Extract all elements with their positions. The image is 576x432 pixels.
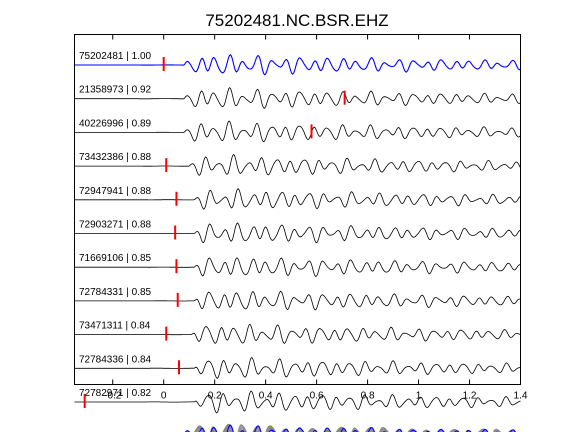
trace-72784336 [74, 357, 521, 379]
trace-label-73432386: 73432386 | 0.88 [79, 152, 152, 163]
trace-73432386 [74, 153, 521, 176]
x-tick-label: -0.2 [104, 391, 122, 402]
trace-21358973 [74, 87, 521, 109]
trace-labels-layer: 75202481 | 1.00 21358973 | 0.92 40226996 |… [79, 51, 152, 399]
x-tick-label: 1.2 [463, 391, 477, 402]
trace-72947941 [74, 188, 521, 210]
trace-72784331 [74, 290, 521, 311]
x-tick-label: 0.4 [259, 391, 273, 402]
x-tick-label: 1.4 [514, 391, 528, 402]
chart-title: 75202481.NC.BSR.EHZ [205, 11, 388, 30]
trace-label-72782971: 72782971 | 0.82 [79, 388, 152, 399]
traces-layer [74, 54, 521, 432]
trace-label-75202481: 75202481 | 1.00 [79, 51, 152, 62]
pick-markers-layer [83, 57, 346, 408]
trace-label-72903271: 72903271 | 0.88 [79, 220, 152, 231]
trace-40226996 [74, 120, 521, 143]
trace-label-72784336: 72784336 | 0.84 [79, 354, 152, 365]
trace-73471311 [74, 323, 521, 344]
trace-71669106 [74, 257, 521, 277]
x-tick-label: 1 [416, 391, 422, 402]
x-tick-label: 0.2 [208, 391, 222, 402]
trace-label-72947941: 72947941 | 0.88 [79, 186, 152, 197]
trace-72903271 [74, 222, 521, 244]
trace-label-73471311: 73471311 | 0.84 [79, 321, 151, 332]
trace-label-21358973: 21358973 | 0.92 [79, 85, 152, 96]
x-tick-label: 0.8 [361, 391, 375, 402]
trace-72782971 [74, 390, 521, 414]
x-tick-label: 0.6 [310, 391, 324, 402]
stack-reference-trace [184, 424, 517, 432]
trace-label-72784331: 72784331 | 0.85 [79, 287, 152, 298]
reference-trace [74, 54, 521, 76]
x-tick-label: 0 [161, 391, 167, 402]
x-axis: -0.2 0 0.2 0.4 0.6 0.8 1 1.2 1.4 [104, 34, 528, 402]
trace-label-71669106: 71669106 | 0.85 [79, 253, 152, 264]
axes-frame [74, 34, 521, 385]
trace-label-40226996: 40226996 | 0.89 [79, 118, 152, 129]
